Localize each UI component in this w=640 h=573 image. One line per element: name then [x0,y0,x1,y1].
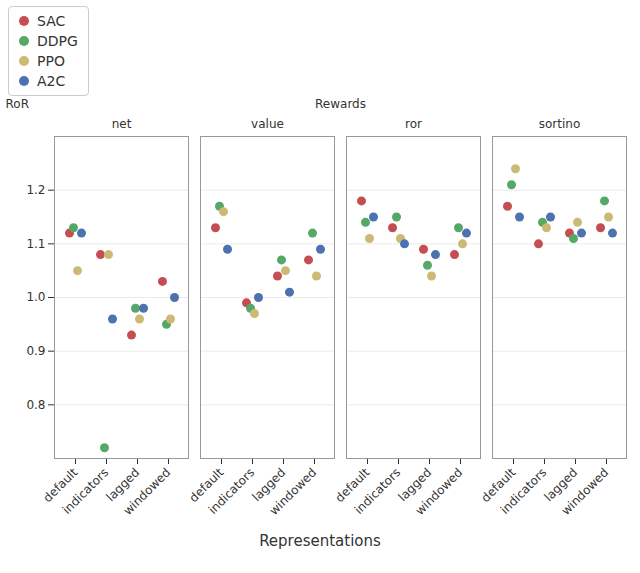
svg-text:ror: ror [405,117,422,131]
svg-text:sortino: sortino [539,117,581,131]
html-text:Representations: Representations [259,532,381,550]
svg-text:default: default [332,465,373,505]
svg-text:value: value [251,117,284,131]
svg-text:lagged: lagged [395,465,435,505]
html-text:DDPG: DDPG [37,33,78,49]
svg-text:1.2: 1.2 [26,183,45,197]
svg-text:net: net [112,117,132,131]
html-text:PPO: PPO [37,53,65,69]
html-text:A2C: A2C [37,73,66,89]
svg-text:lagged: lagged [541,465,581,505]
svg-text:indicators: indicators [206,465,258,517]
html-text:SAC: SAC [37,13,66,29]
svg-text:default: default [186,465,227,505]
svg-text:default: default [40,465,81,505]
svg-text:default: default [478,465,519,505]
svg-text:windowed: windowed [413,465,466,518]
svg-text:indicators: indicators [60,465,112,517]
svg-text:lagged: lagged [103,465,143,505]
svg-text:0.8: 0.8 [26,398,45,412]
svg-text:1.1: 1.1 [26,237,45,251]
svg-text:indicators: indicators [352,465,404,517]
svg-text:0.9: 0.9 [26,344,45,358]
svg-text:Rewards: Rewards [315,97,366,111]
svg-text:RoR: RoR [6,97,29,111]
svg-text:windowed: windowed [267,465,320,518]
svg-text:windowed: windowed [559,465,612,518]
svg-text:windowed: windowed [121,465,174,518]
svg-text:indicators: indicators [498,465,550,517]
svg-text:1.0: 1.0 [26,290,45,304]
svg-text:lagged: lagged [249,465,289,505]
